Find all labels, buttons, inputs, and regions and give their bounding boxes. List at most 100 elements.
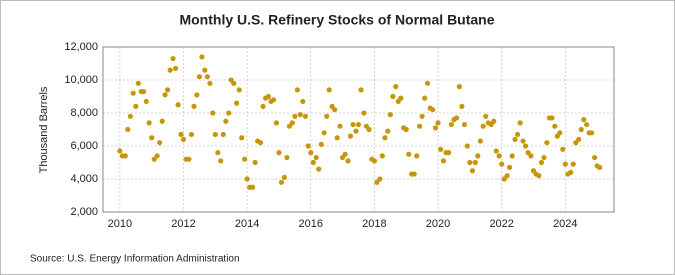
- data-point: [133, 103, 139, 109]
- data-point: [414, 153, 420, 159]
- data-point: [257, 140, 264, 146]
- data-point: [461, 121, 468, 128]
- data-point: [300, 98, 306, 105]
- x-tick-label: 2022: [489, 218, 513, 230]
- x-tick-label: 2010: [108, 218, 132, 230]
- data-point: [464, 143, 470, 149]
- data-point: [334, 135, 340, 141]
- data-point: [393, 84, 399, 90]
- data-point: [186, 156, 192, 162]
- data-point: [172, 65, 179, 72]
- data-point: [292, 113, 298, 119]
- data-point: [522, 143, 529, 149]
- x-tick-label: 2016: [299, 218, 323, 230]
- data-point: [204, 74, 210, 80]
- y-tick-label: 8,000: [70, 107, 98, 119]
- data-point: [549, 115, 555, 121]
- data-point: [430, 107, 436, 113]
- data-point: [520, 138, 526, 144]
- data-point: [252, 159, 258, 166]
- data-point: [491, 118, 497, 124]
- data-point: [445, 150, 452, 156]
- data-point: [448, 121, 455, 128]
- data-point: [475, 153, 481, 159]
- data-point: [576, 136, 582, 142]
- data-point: [207, 80, 213, 86]
- data-point: [146, 120, 152, 126]
- data-point: [387, 112, 393, 118]
- data-point: [570, 161, 576, 167]
- data-point: [377, 176, 383, 182]
- data-point: [419, 113, 425, 119]
- x-tick-label: 2012: [171, 218, 195, 230]
- data-point: [379, 153, 385, 159]
- data-point: [477, 138, 483, 144]
- data-point: [361, 110, 367, 116]
- data-point: [512, 136, 518, 142]
- data-point: [416, 123, 423, 129]
- data-point: [180, 136, 187, 142]
- data-point: [499, 161, 505, 167]
- data-point: [440, 158, 447, 164]
- data-point: [560, 146, 566, 152]
- data-point: [236, 87, 242, 93]
- data-point: [239, 135, 245, 141]
- data-point: [278, 179, 285, 185]
- data-point: [281, 174, 287, 180]
- data-point: [305, 143, 311, 149]
- data-point: [422, 95, 428, 101]
- data-point: [437, 146, 444, 152]
- data-point: [493, 148, 499, 154]
- data-point: [544, 140, 550, 146]
- data-point: [435, 120, 441, 126]
- data-point: [141, 88, 147, 95]
- data-point: [164, 87, 171, 93]
- data-point: [509, 153, 515, 159]
- x-tick-label: 2020: [426, 218, 450, 230]
- data-point: [403, 126, 409, 133]
- data-point: [117, 148, 123, 154]
- data-point: [406, 151, 412, 157]
- data-point: [538, 159, 545, 166]
- data-point: [202, 67, 208, 73]
- x-tick-label: 2024: [553, 218, 577, 230]
- data-point: [143, 98, 149, 105]
- data-point: [366, 126, 372, 133]
- source-note: Source: U.S. Energy Information Administ…: [30, 254, 240, 265]
- data-point: [459, 103, 465, 109]
- data-point: [226, 110, 232, 116]
- data-point: [324, 113, 330, 119]
- data-point: [514, 131, 521, 138]
- data-point: [350, 121, 356, 128]
- data-point: [249, 184, 256, 190]
- data-point: [385, 128, 391, 134]
- data-point: [310, 159, 316, 166]
- data-point: [215, 150, 221, 156]
- data-point: [297, 112, 303, 118]
- data-point: [504, 173, 510, 179]
- data-point: [432, 125, 439, 131]
- data-point: [411, 171, 417, 177]
- data-point: [294, 87, 301, 93]
- data-point: [159, 118, 165, 124]
- data-point: [332, 107, 338, 113]
- data-point: [194, 92, 200, 98]
- data-point: [167, 67, 173, 73]
- data-point: [398, 95, 404, 101]
- data-point: [568, 169, 574, 175]
- data-point: [581, 117, 587, 123]
- y-tick-label: 4,000: [70, 173, 98, 185]
- data-point: [578, 126, 584, 133]
- data-point: [528, 153, 534, 159]
- data-point: [496, 153, 502, 159]
- data-point: [289, 120, 295, 126]
- data-point: [597, 164, 603, 171]
- data-point: [321, 130, 327, 136]
- data-point: [424, 80, 431, 86]
- data-point: [541, 154, 547, 161]
- x-tick-label: 2014: [235, 218, 259, 230]
- y-tick-label: 2,000: [70, 206, 98, 218]
- data-point: [358, 87, 364, 93]
- data-point: [210, 110, 216, 116]
